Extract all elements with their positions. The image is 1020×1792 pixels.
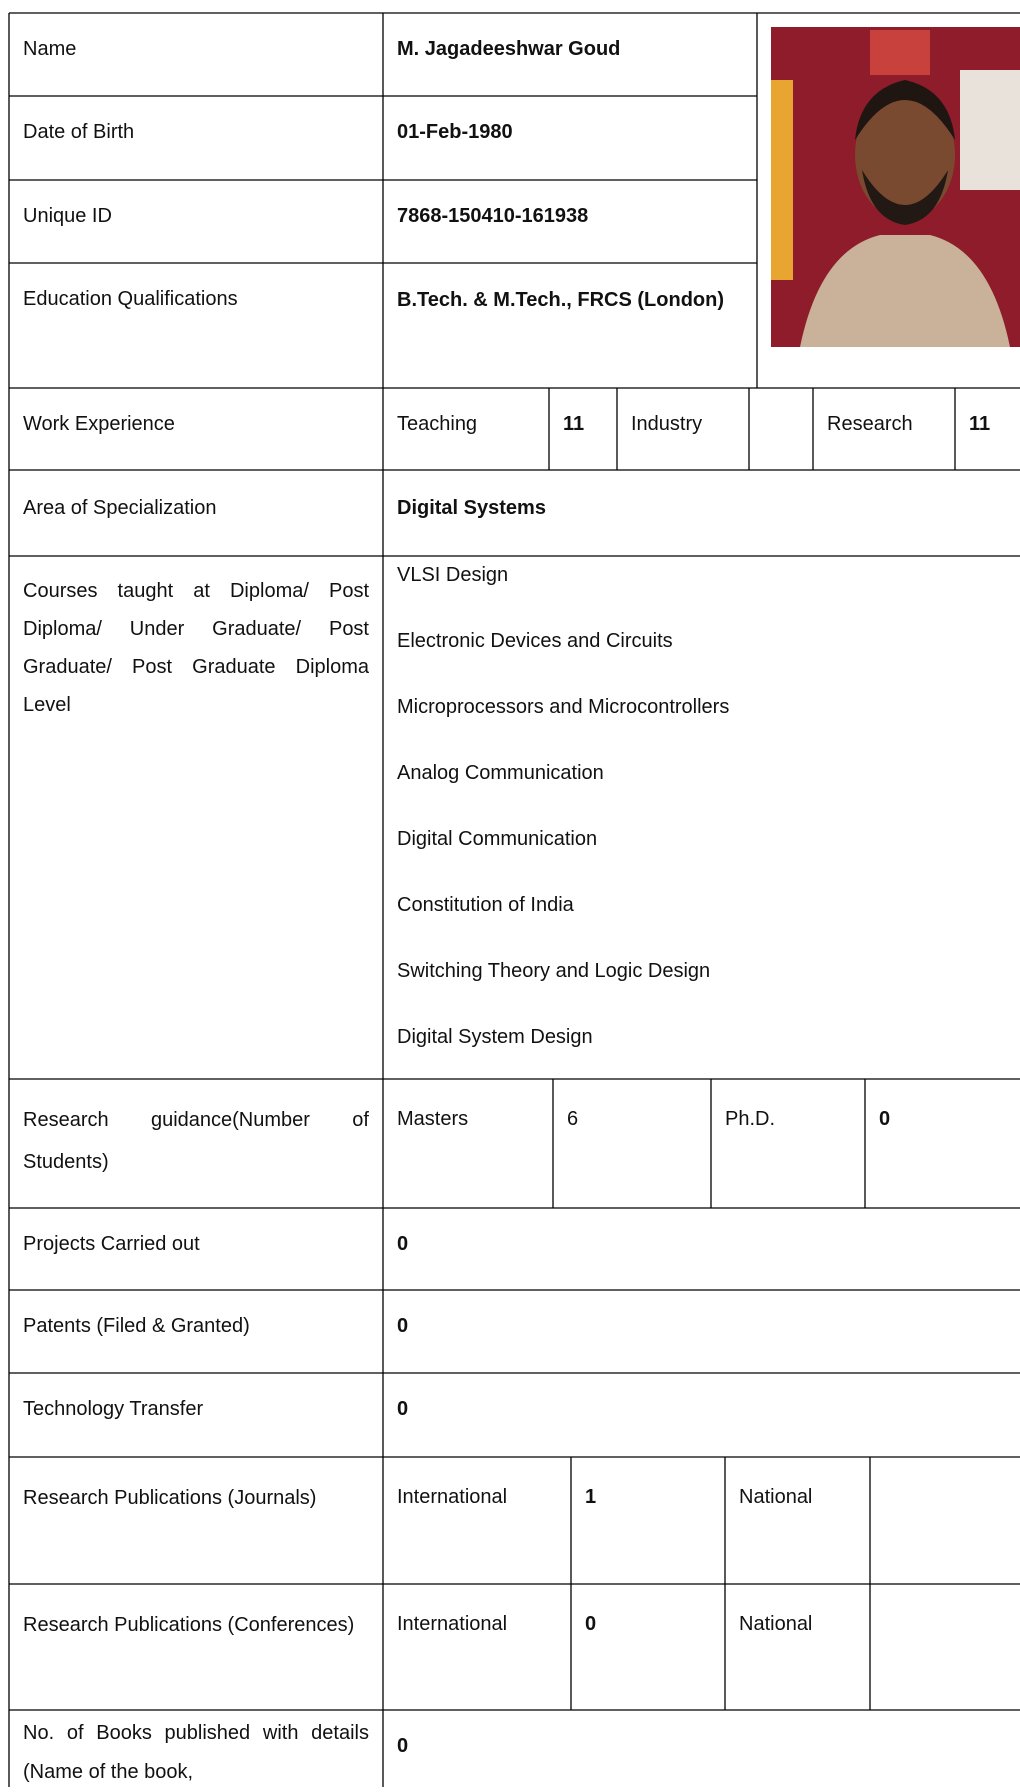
sub-label: Industry [631, 413, 703, 435]
sub-label: Teaching [397, 413, 478, 435]
value: Digital Systems [397, 497, 546, 519]
value: 0 [397, 1315, 409, 1337]
sub-label: Research [827, 413, 913, 435]
sub-label: Ph.D. [725, 1108, 776, 1130]
value: 01-Feb-1980 [397, 121, 513, 143]
label: Unique ID [23, 205, 112, 227]
label: Patents (Filed & Granted) [23, 1315, 250, 1337]
sub-label: National [739, 1486, 813, 1508]
course-item: Microprocessors and Microcontrollers [397, 696, 730, 718]
value: 0 [397, 1735, 409, 1757]
value: B.Tech. & M.Tech., FRCS (London) [397, 289, 725, 311]
label: Projects Carried out [23, 1233, 200, 1255]
course-item: Digital System Design [397, 1026, 593, 1048]
label: Area of Specialization [23, 497, 217, 519]
course-item: Switching Theory and Logic Design [397, 960, 711, 982]
value: 0 [397, 1233, 409, 1255]
photo [771, 27, 1020, 347]
label: Education Qualifications [23, 288, 238, 310]
label: Name [23, 38, 77, 60]
course-item: Digital Communication [397, 828, 598, 850]
value: 6 [567, 1108, 579, 1130]
value: 11 [563, 413, 585, 435]
value: 11 [969, 413, 991, 435]
value: 0 [879, 1108, 891, 1130]
label: Work Experience [23, 413, 175, 435]
label: Technology Transfer [23, 1398, 204, 1420]
course-item: VLSI Design [397, 564, 509, 586]
label: Research guidance(Number of Students) [23, 1109, 369, 1173]
course-item: Constitution of India [397, 894, 574, 916]
value: 0 [585, 1613, 597, 1635]
value: 0 [397, 1398, 409, 1420]
value: 7868-150410-161938 [397, 205, 589, 227]
label: Research Publications (Conferences) [23, 1614, 355, 1636]
value: M. Jagadeeshwar Goud [397, 38, 621, 60]
label: Courses taught at Diploma/ Post Diploma/… [23, 580, 369, 716]
label: Date of Birth [23, 121, 135, 143]
sub-label: National [739, 1613, 813, 1635]
sub-label: International [397, 1613, 508, 1635]
sub-label: International [397, 1486, 508, 1508]
sub-label: Masters [397, 1108, 469, 1130]
course-item: Analog Communication [397, 762, 604, 784]
label: Research Publications (Journals) [23, 1487, 317, 1509]
label: No. of Books published with details (Nam… [23, 1722, 369, 1783]
value: 1 [585, 1486, 597, 1508]
course-item: Electronic Devices and Circuits [397, 630, 673, 652]
